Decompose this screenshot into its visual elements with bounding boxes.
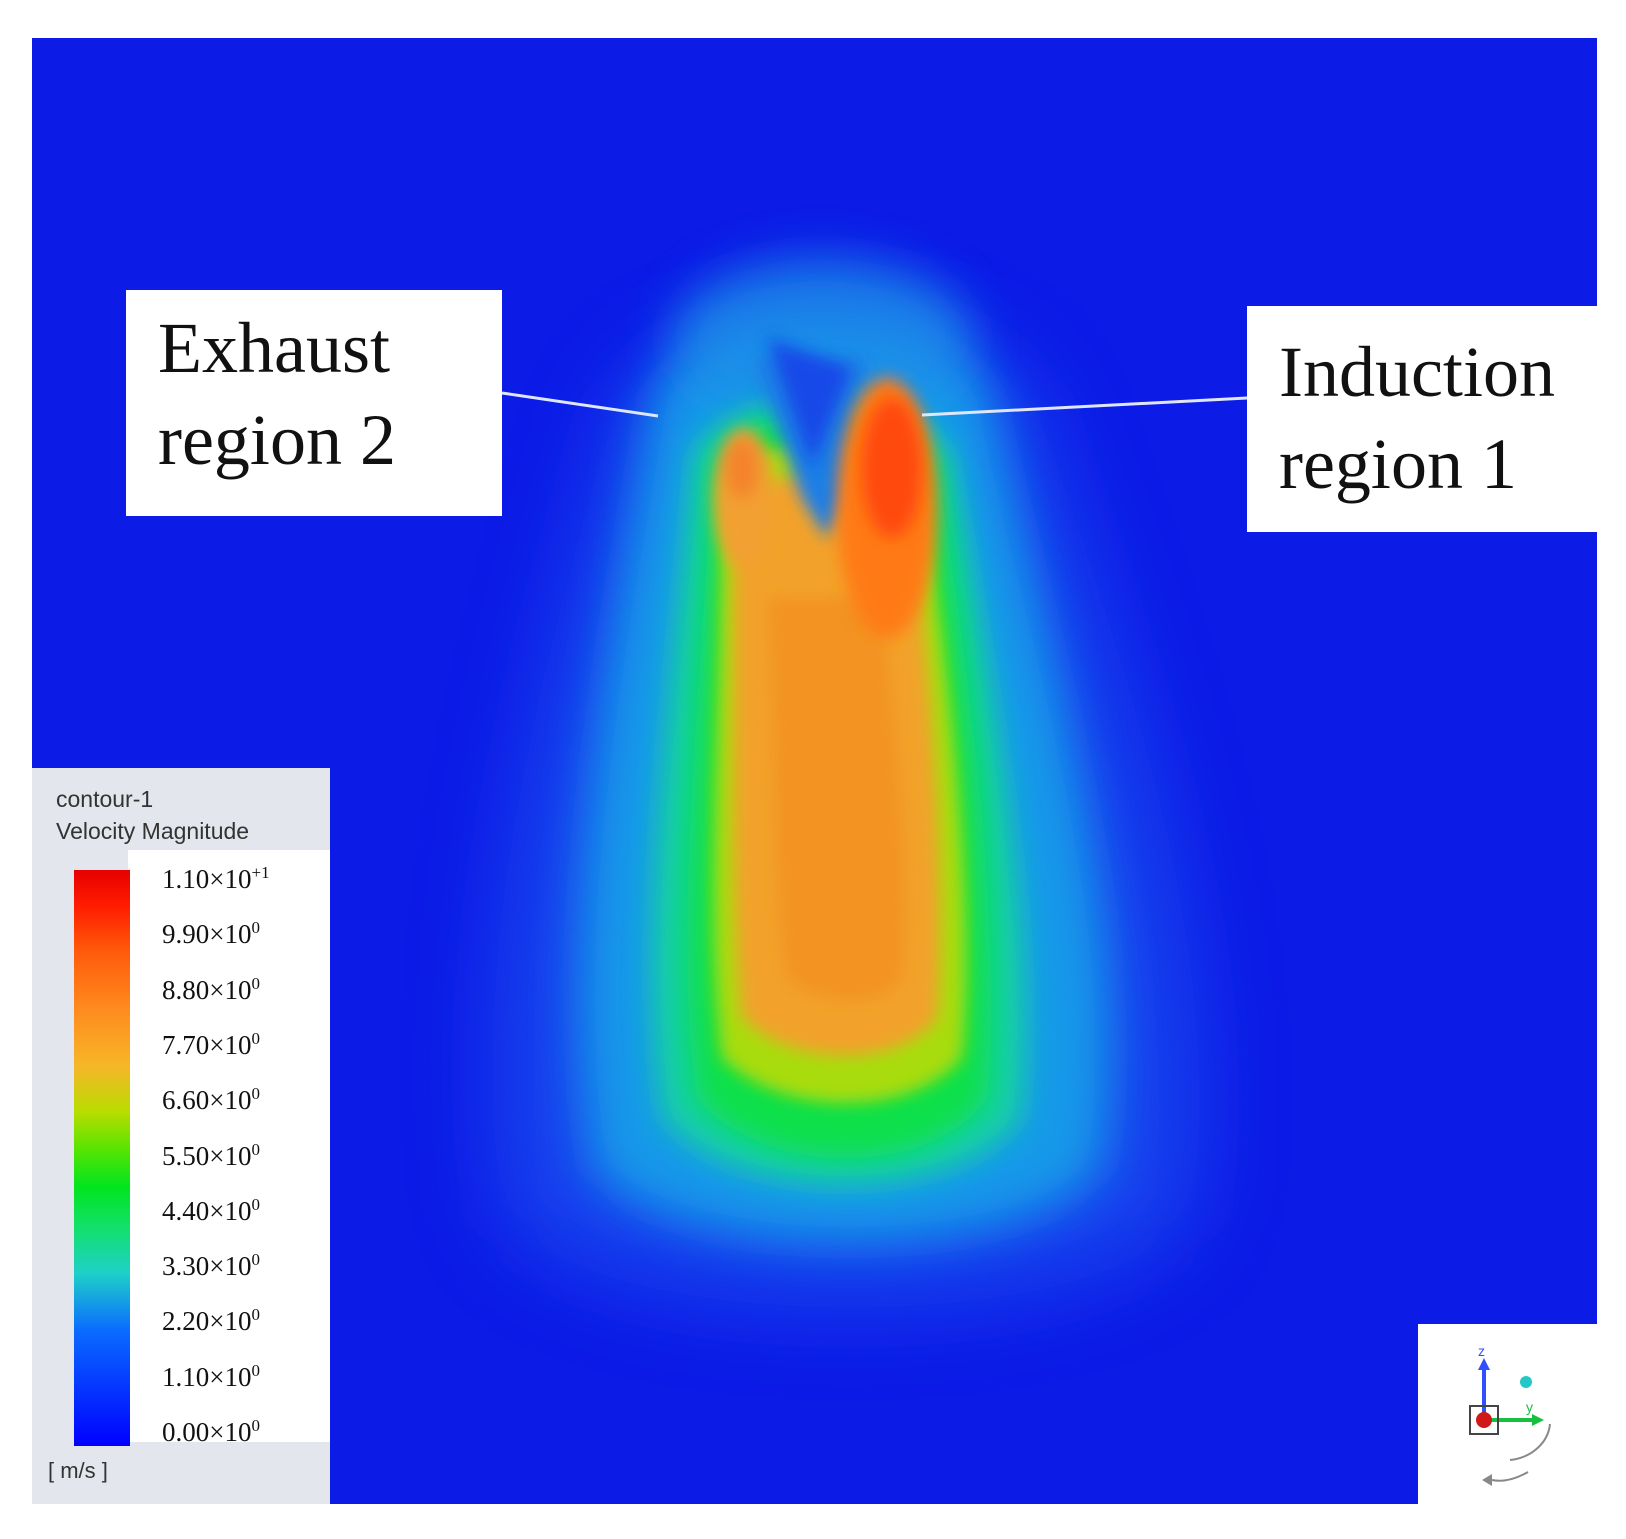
exhaust-callout-line-1: Exhaust — [158, 308, 390, 388]
legend-tick-label: 5.50×100 — [162, 1139, 260, 1171]
legend-label-panel — [128, 850, 330, 1442]
legend-tick-label: 2.20×100 — [162, 1305, 260, 1337]
induction-region-callout: Induction region 1 — [1247, 306, 1597, 532]
triad-z-label: z — [1478, 1343, 1485, 1359]
legend-tick-label: 1.10×100 — [162, 1360, 260, 1392]
induction-leader-line — [921, 396, 1248, 417]
legend-contour-name: contour-1 — [56, 786, 154, 812]
legend-tick-label: 3.30×100 — [162, 1250, 260, 1282]
exhaust-jet-hot — [726, 438, 758, 498]
triad-y-label: y — [1526, 1399, 1533, 1415]
legend-colorbar — [74, 870, 130, 1446]
exhaust-callout-line-2: region 2 — [158, 400, 396, 480]
plume-deep-orange — [767, 598, 906, 1001]
legend-tick-label: 9.90×100 — [162, 918, 260, 950]
induction-jet-hot — [862, 398, 922, 538]
top-bulb-halo — [672, 258, 972, 418]
exhaust-leader-line — [501, 391, 659, 418]
induction-callout-line-1: Induction — [1279, 332, 1555, 412]
legend-variable-name: Velocity Magnitude — [56, 818, 250, 844]
legend-unit: [ m/s ] — [48, 1458, 108, 1483]
axis-triad[interactable]: z y — [1418, 1324, 1597, 1504]
legend-tick-label: 7.70×100 — [162, 1028, 260, 1060]
legend-tick-label: 1.10×10+1 — [162, 863, 270, 894]
jet-gap-inner — [767, 338, 852, 468]
legend-tick-label: 8.80×100 — [162, 973, 260, 1005]
exhaust-region-callout: Exhaust region 2 — [126, 290, 502, 516]
legend-tick-label: 4.40×100 — [162, 1194, 260, 1226]
axis-triad-icon: z y — [1469, 1343, 1551, 1486]
color-legend[interactable]: contour-1 Velocity Magnitude 1.10×10+1 9.… — [32, 768, 330, 1504]
contour-plot-viewport[interactable]: Exhaust region 2 Induction region 1 cont… — [32, 38, 1597, 1504]
legend-tick-label: 0.00×100 — [162, 1416, 260, 1447]
velocity-contour-field — [492, 258, 1248, 1308]
legend-tick-label: 6.60×100 — [162, 1084, 260, 1116]
induction-callout-line-2: region 1 — [1279, 424, 1517, 504]
